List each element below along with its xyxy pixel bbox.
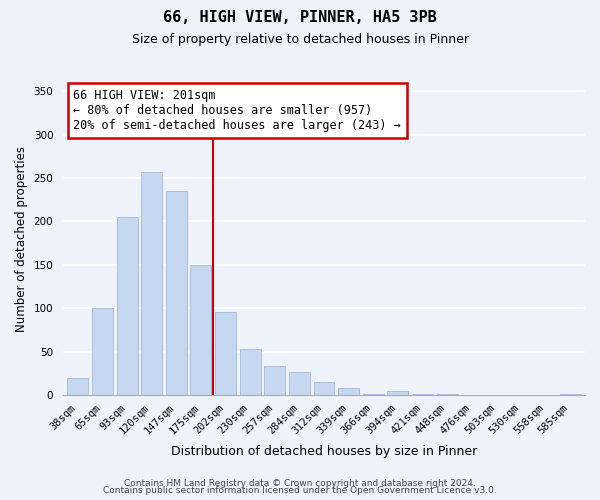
Bar — [239, 349, 260, 395]
Bar — [92, 308, 113, 395]
Bar — [560, 394, 581, 395]
Text: Contains public sector information licensed under the Open Government Licence v3: Contains public sector information licen… — [103, 486, 497, 495]
Text: 66 HIGH VIEW: 201sqm
← 80% of detached houses are smaller (957)
20% of semi-deta: 66 HIGH VIEW: 201sqm ← 80% of detached h… — [73, 88, 401, 132]
Bar — [437, 394, 458, 395]
X-axis label: Distribution of detached houses by size in Pinner: Distribution of detached houses by size … — [171, 444, 477, 458]
Bar — [289, 372, 310, 395]
Y-axis label: Number of detached properties: Number of detached properties — [15, 146, 28, 332]
Bar — [363, 394, 384, 395]
Bar — [314, 382, 334, 395]
Bar — [190, 265, 211, 395]
Bar — [338, 388, 359, 395]
Text: 66, HIGH VIEW, PINNER, HA5 3PB: 66, HIGH VIEW, PINNER, HA5 3PB — [163, 10, 437, 25]
Bar — [412, 394, 433, 395]
Bar — [141, 172, 162, 395]
Bar — [388, 390, 409, 395]
Bar — [166, 191, 187, 395]
Bar — [265, 366, 285, 395]
Text: Size of property relative to detached houses in Pinner: Size of property relative to detached ho… — [131, 32, 469, 46]
Bar — [67, 378, 88, 395]
Bar — [215, 312, 236, 395]
Bar — [116, 217, 137, 395]
Text: Contains HM Land Registry data © Crown copyright and database right 2024.: Contains HM Land Registry data © Crown c… — [124, 478, 476, 488]
